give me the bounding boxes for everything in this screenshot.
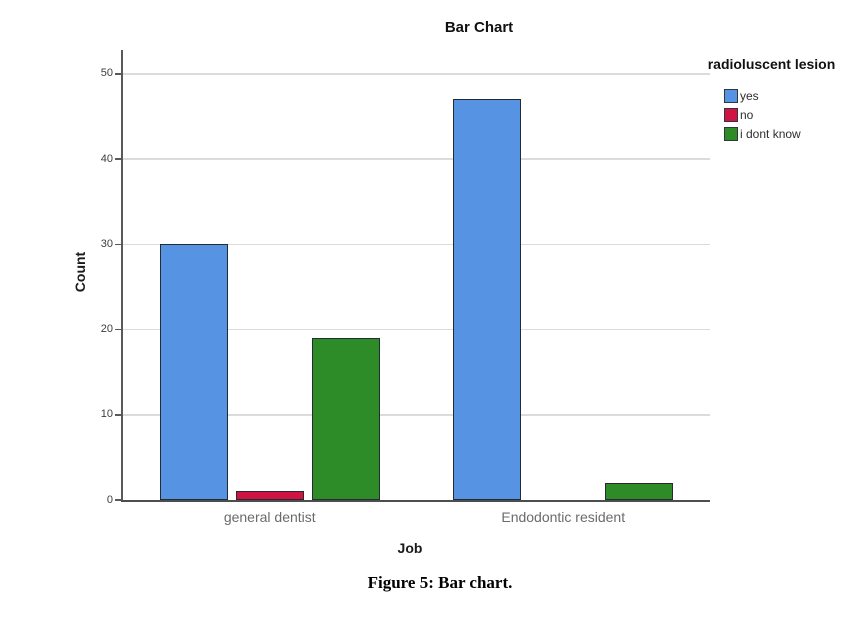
y-tick-mark — [115, 73, 121, 75]
plot-area: 0 10 20 30 40 50 general dentist Endodontic re… — [101, 50, 710, 525]
y-axis-line — [121, 50, 123, 502]
legend-item-label: no — [740, 108, 754, 122]
y-tick-mark — [115, 158, 121, 160]
y-tick-label: 40 — [100, 152, 113, 165]
gridline — [123, 73, 710, 75]
figure-caption: Figure 5: Bar chart. — [367, 573, 513, 592]
legend-item-label: i dont know — [740, 127, 801, 141]
gridline — [123, 328, 710, 331]
legend-title: radioluscent lesion — [707, 56, 836, 72]
y-tick-mark — [115, 499, 121, 501]
gridline — [123, 414, 710, 416]
legend-item-label: yes — [740, 89, 759, 103]
bar-no-1 — [235, 491, 304, 500]
x-category-label: general dentist — [223, 509, 316, 525]
bar-i-dont-know-2 — [605, 482, 674, 500]
x-axis-title: Job — [397, 540, 423, 556]
y-tick-label: 0 — [106, 493, 113, 506]
chart-title: Bar Chart — [444, 19, 514, 36]
y-tick-label: 50 — [100, 67, 113, 80]
legend-swatch — [724, 89, 738, 103]
gridline — [123, 158, 710, 160]
legend-item-yes: yes — [724, 89, 839, 103]
y-tick-mark — [115, 328, 121, 331]
legend-item-no: no — [724, 108, 839, 122]
y-tick-label: 30 — [100, 237, 113, 250]
bar-i-dont-know-1 — [311, 338, 380, 500]
bar-yes-1 — [159, 244, 228, 500]
legend-item-i-dont-know: i dont know — [724, 127, 839, 141]
y-tick-mark — [115, 414, 121, 416]
gridline — [123, 243, 710, 246]
y-tick-label: 20 — [100, 323, 113, 336]
x-axis-line — [121, 500, 710, 502]
legend-items: yes no i dont know — [724, 89, 839, 141]
bar-yes-2 — [453, 99, 522, 500]
y-axis-title: Count — [72, 251, 88, 293]
legend-swatch — [724, 127, 738, 141]
legend-swatch — [724, 108, 738, 122]
y-tick-mark — [115, 243, 121, 246]
y-tick-label: 10 — [100, 408, 113, 421]
x-category-label: Endodontic resident — [501, 509, 626, 525]
legend: radioluscent lesion yes no i dont know — [704, 56, 839, 146]
